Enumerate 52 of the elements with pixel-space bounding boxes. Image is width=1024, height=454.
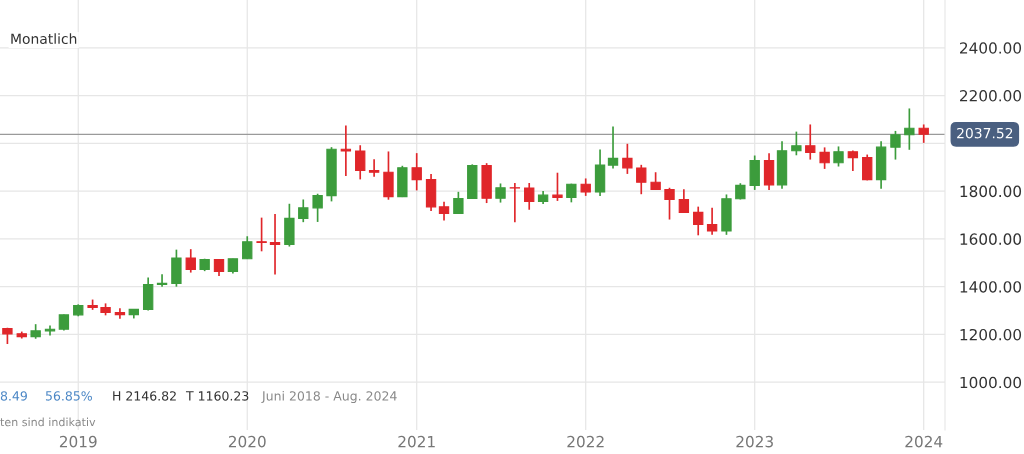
candlestick xyxy=(693,205,704,237)
candlestick xyxy=(918,123,929,144)
candlestick xyxy=(312,192,323,223)
candlestick xyxy=(185,248,196,274)
annotation: 56.85% xyxy=(45,391,92,401)
annotation: Juni 2018 - Aug. 2024 xyxy=(261,390,397,404)
candlestick xyxy=(622,142,633,175)
candlestick xyxy=(355,144,366,181)
annotation: H 2146.82 xyxy=(113,391,176,401)
candlestick xyxy=(340,124,352,177)
x-tick-label: 2020 xyxy=(228,435,266,448)
candlestick xyxy=(664,186,675,221)
y-tick-label: 2400.00 xyxy=(960,42,1022,54)
y-tick-label: 1000.00 xyxy=(960,376,1022,389)
x-tick-label: 2023 xyxy=(736,435,773,448)
y-tick-label: 1600.00 xyxy=(960,233,1022,245)
candlestick xyxy=(706,206,718,236)
candlestick xyxy=(242,235,253,260)
y-tick-label: 1400.00 xyxy=(960,281,1022,293)
candlestick xyxy=(904,107,915,151)
annotation: Monatlich xyxy=(11,33,77,45)
candlestick xyxy=(791,130,802,157)
candlestick xyxy=(453,190,464,215)
x-tick-label: 2022 xyxy=(567,435,604,448)
annotation: T 1160.23 xyxy=(185,391,249,401)
candlestick xyxy=(607,125,619,170)
candlestick xyxy=(495,182,506,204)
candlestick xyxy=(862,153,873,182)
candlestick xyxy=(298,198,309,224)
candlestick xyxy=(678,188,690,214)
candlestick xyxy=(819,146,830,170)
y-tick-label: 1200.00 xyxy=(960,328,1022,341)
y-tick-label: 2200.00 xyxy=(960,90,1022,102)
candlestick xyxy=(509,182,521,224)
candlestick xyxy=(833,145,844,168)
candlestick xyxy=(805,123,816,161)
candlestick xyxy=(552,171,563,202)
candlestick xyxy=(890,130,901,161)
candlestick xyxy=(524,182,535,211)
y-tick-label: 1800.00 xyxy=(960,185,1022,198)
candlestick xyxy=(256,216,267,253)
ref-line-label: 2037.52 xyxy=(957,127,1013,139)
x-tick-label: 2024 xyxy=(905,435,943,448)
candlestick xyxy=(636,163,647,196)
candlestick xyxy=(368,158,380,178)
candlestick xyxy=(269,213,281,276)
x-tick-label: 2021 xyxy=(398,435,435,448)
candlestick xyxy=(411,152,422,192)
x-tick-label: 2019 xyxy=(59,435,97,448)
candlestick xyxy=(438,201,450,222)
annotation: 8.49 xyxy=(0,391,27,401)
annotation: ten sind indikativ xyxy=(0,417,96,427)
